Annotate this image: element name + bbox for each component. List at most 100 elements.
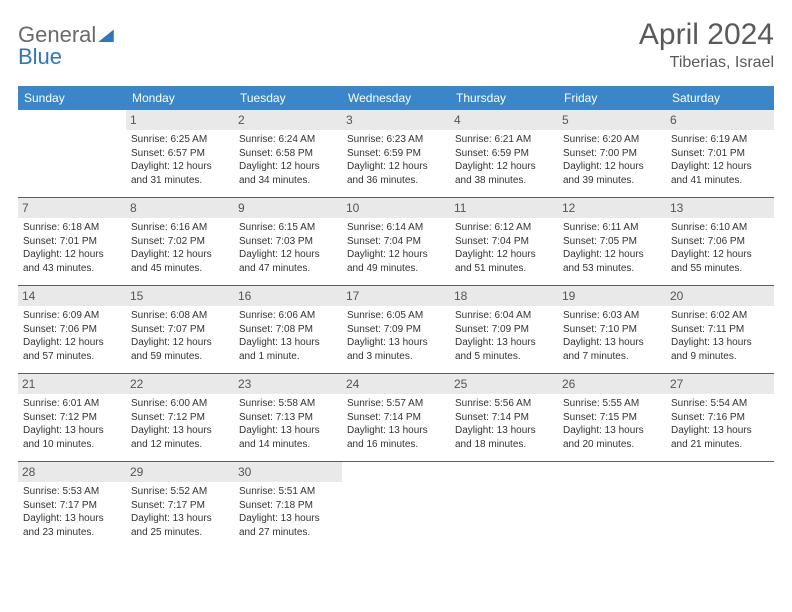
sunset-line: Sunset: 7:04 PM [455,236,529,247]
calendar-cell: 7Sunrise: 6:18 AMSunset: 7:01 PMDaylight… [18,198,126,286]
calendar-cell: 17Sunrise: 6:05 AMSunset: 7:09 PMDayligh… [342,286,450,374]
calendar-cell: 4 Sunrise: 6:21 AM Sunset: 6:59 PM Daylight… [450,110,558,198]
day-number: 21 [18,374,126,394]
day-number: 9 [234,198,342,218]
calendar-cell: 19Sunrise: 6:03 AMSunset: 7:10 PMDayligh… [558,286,666,374]
sunset-line: Sunset: 7:14 PM [347,412,421,423]
sunset-line: Sunset: 6:59 PM [455,148,529,159]
logo: GeneralBlue [18,18,115,68]
sunrise-line: Sunrise: 6:00 AM [131,398,207,409]
sunset-line: Sunset: 7:11 PM [671,324,744,335]
day-number: 16 [234,286,342,306]
sunset-line: Sunset: 7:04 PM [347,236,421,247]
daylight-line: Daylight: 13 hours and 9 minutes. [671,337,752,362]
daylight-line: Daylight: 12 hours and 41 minutes. [671,161,752,186]
calendar-cell: 26Sunrise: 5:55 AMSunset: 7:15 PMDayligh… [558,374,666,462]
calendar-cell: 13 Sunrise: 6:10 AM Sunset: 7:06 PM Dayligh… [666,198,774,286]
daylight-line: Daylight: 13 hours and 7 minutes. [563,337,644,362]
daylight-line: Daylight: 13 hours and 5 minutes. [455,337,536,362]
calendar-cell: 27Sunrise: 5:54 AMSunset: 7:16 PMDayligh… [666,374,774,462]
day-number: 11 [450,198,558,218]
sunset-line: Sunset: 7:09 PM [347,324,421,335]
calendar-cell: 9Sunrise: 6:15 AMSunset: 7:03 PMDaylight… [234,198,342,286]
sunrise-line: Sunrise: 6:11 AM [563,222,638,233]
sunrise-line: Sunrise: 6:24 AM [239,134,315,145]
sunset-line: Sunset: 7:00 PM [563,148,637,159]
sunset-line: Sunset: 7:06 PM [23,324,97,335]
day-number: 18 [450,286,558,306]
weekday-label: Monday [126,86,234,110]
daylight-line: Daylight: 12 hours and 34 minutes. [239,161,320,186]
daylight-line: Daylight: 12 hours and 31 minutes. [131,161,212,186]
daylight-line: Daylight: 13 hours and 21 minutes. [671,425,752,450]
logo-text-blue: Blue [18,44,62,69]
daylight-line: Daylight: 12 hours and 55 minutes. [671,249,752,274]
sunrise-line: Sunrise: 5:52 AM [131,486,207,497]
day-number: 5 [558,110,666,130]
daylight-line: Daylight: 12 hours and 43 minutes. [23,249,104,274]
weekday-label: Saturday [666,86,774,110]
calendar-cell: 30Sunrise: 5:51 AMSunset: 7:18 PMDayligh… [234,462,342,550]
sunset-line: Sunset: 7:12 PM [131,412,205,423]
daylight-line: Daylight: 13 hours and 20 minutes. [563,425,644,450]
calendar-cell: 8Sunrise: 6:16 AMSunset: 7:02 PMDaylight… [126,198,234,286]
sunrise-line: Sunrise: 6:23 AM [347,134,423,145]
sunrise-line: Sunrise: 5:57 AM [347,398,423,409]
sunrise-line: Sunrise: 5:58 AM [239,398,315,409]
sunset-line: Sunset: 7:18 PM [239,500,313,511]
calendar-cell: 5Sunrise: 6:20 AMSunset: 7:00 PMDaylight… [558,110,666,198]
day-number: 27 [666,374,774,394]
calendar-cell: 15Sunrise: 6:08 AMSunset: 7:07 PMDayligh… [126,286,234,374]
calendar-cell [558,462,666,550]
sunset-line: Sunset: 7:06 PM [671,236,745,247]
calendar-cell: 6Sunrise: 6:19 AMSunset: 7:01 PMDaylight… [666,110,774,198]
sunrise-line: Sunrise: 6:09 AM [23,310,99,321]
calendar-cell: 11Sunrise: 6:12 AMSunset: 7:04 PMDayligh… [450,198,558,286]
day-number: 7 [18,198,126,218]
day-number: 13 [666,198,774,218]
title-block: April 2024 Tiberias, Israel [639,18,774,72]
calendar-cell: 3Sunrise: 6:23 AMSunset: 6:59 PMDaylight… [342,110,450,198]
sunset-line: Sunset: 7:01 PM [671,148,745,159]
sunrise-line: Sunrise: 6:02 AM [671,310,747,321]
weekday-label: Tuesday [234,86,342,110]
daylight-line: Daylight: 13 hours and 12 minutes. [131,425,212,450]
daylight-line: Daylight: 12 hours and 53 minutes. [563,249,644,274]
calendar-cell: 14Sunrise: 6:09 AMSunset: 7:06 PMDayligh… [18,286,126,374]
calendar-cell: 20Sunrise: 6:02 AMSunset: 7:11 PMDayligh… [666,286,774,374]
sunset-line: Sunset: 6:59 PM [347,148,421,159]
sunset-line: Sunset: 7:12 PM [23,412,97,423]
sunset-line: Sunset: 7:07 PM [131,324,205,335]
day-number: 22 [126,374,234,394]
calendar-cell: 28Sunrise: 5:53 AMSunset: 7:17 PMDayligh… [18,462,126,550]
day-number: 17 [342,286,450,306]
daylight-line: Daylight: 13 hours and 27 minutes. [239,513,320,538]
day-number: 4 [450,110,558,130]
sunset-line: Sunset: 7:14 PM [455,412,529,423]
daylight-line: Daylight: 12 hours and 51 minutes. [455,249,536,274]
day-number: 29 [126,462,234,482]
sunrise-line: Sunrise: 6:14 AM [347,222,423,233]
sunrise-line: Sunrise: 6:01 AM [23,398,99,409]
sunrise-line: Sunrise: 6:21 AM [455,134,531,145]
sunrise-line: Sunrise: 6:15 AM [239,222,315,233]
daylight-line: Daylight: 13 hours and 10 minutes. [23,425,104,450]
sunset-line: Sunset: 7:01 PM [23,236,97,247]
day-number: 19 [558,286,666,306]
sunrise-line: Sunrise: 6:16 AM [131,222,207,233]
calendar-cell: 1Sunrise: 6:25 AMSunset: 6:57 PMDaylight… [126,110,234,198]
sunrise-line: Sunrise: 6:10 AM [671,222,747,233]
sunrise-line: Sunrise: 5:56 AM [455,398,531,409]
weekday-label: Wednesday [342,86,450,110]
day-number: 14 [18,286,126,306]
weekday-label: Thursday [450,86,558,110]
day-number: 24 [342,374,450,394]
sunset-line: Sunset: 7:17 PM [131,500,205,511]
calendar-cell: 23Sunrise: 5:58 AMSunset: 7:13 PMDayligh… [234,374,342,462]
daylight-line: Daylight: 13 hours and 23 minutes. [23,513,104,538]
day-number: 6 [666,110,774,130]
calendar-cell: 24Sunrise: 5:57 AMSunset: 7:14 PMDayligh… [342,374,450,462]
calendar-cell: 22 Sunrise: 6:00 AM Sunset: 7:12 PM Dayligh… [126,374,234,462]
sunset-line: Sunset: 7:05 PM [563,236,637,247]
daylight-line: Daylight: 12 hours and 38 minutes. [455,161,536,186]
